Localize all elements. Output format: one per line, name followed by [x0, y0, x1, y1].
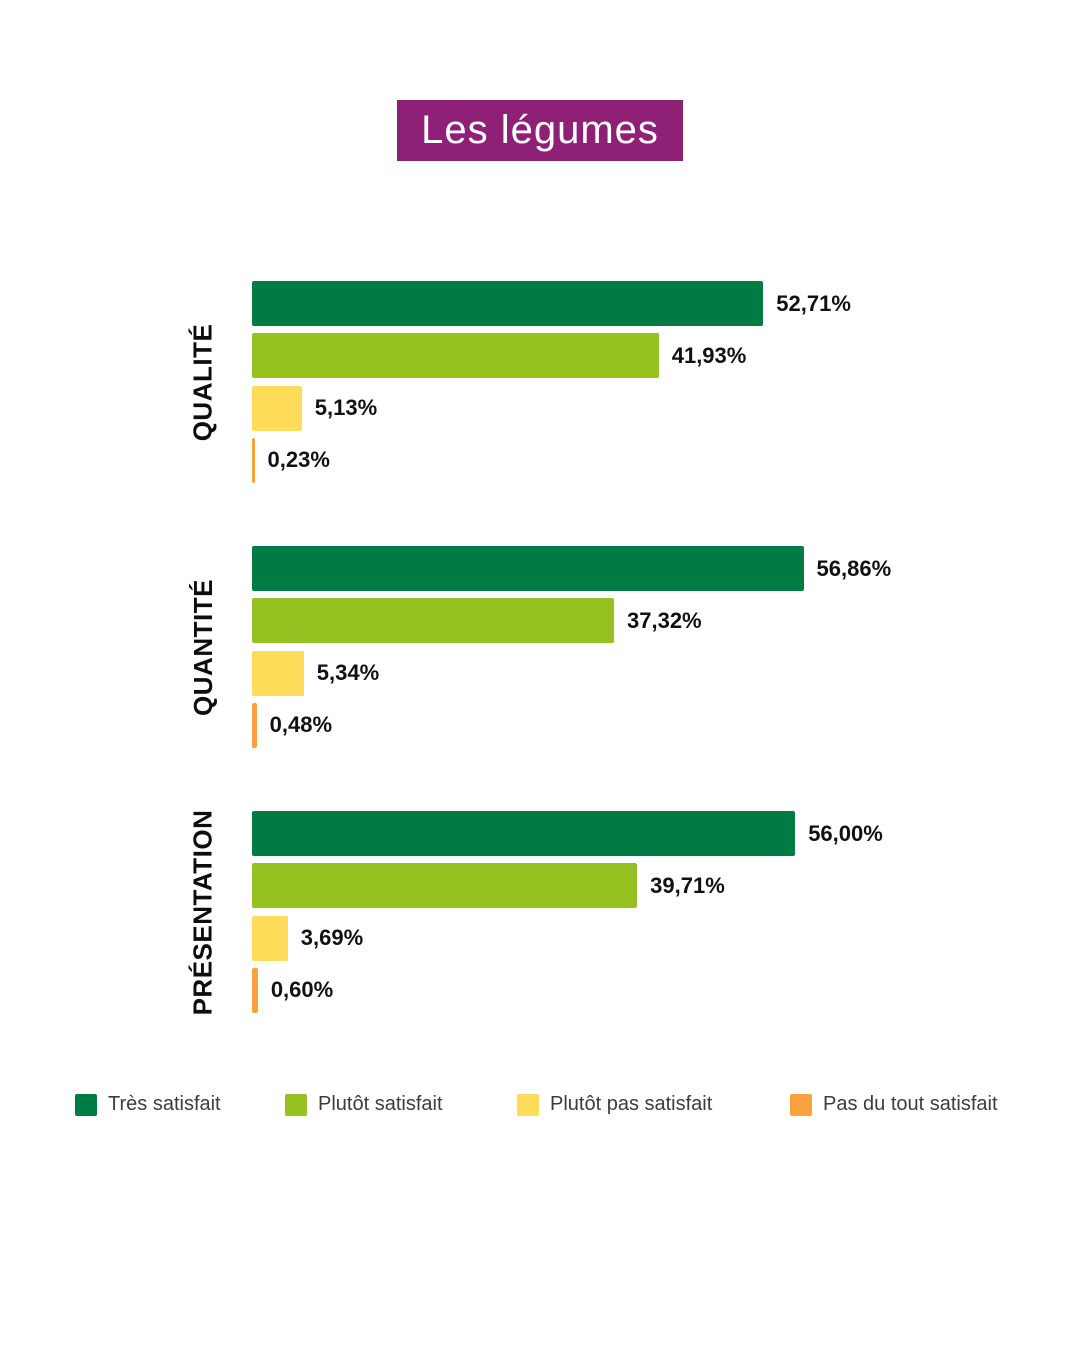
bar-qualite-pas-du-tout-satisfait	[252, 437, 255, 483]
bar-qualite-tres-satisfait	[252, 281, 764, 326]
legend-label-tres-satisfait: Très satisfait	[108, 1093, 221, 1115]
value-label-presentation-tres-satisfait: 56,00%	[808, 820, 883, 846]
bar-presentation-plutot-pas-satisfait	[252, 915, 288, 961]
bar-quantite-pas-du-tout-satisfait	[252, 702, 257, 748]
value-label-quantite-tres-satisfait: 56,86%	[816, 555, 892, 581]
value-label-presentation-pas-du-tout-satisfait: 0,60%	[270, 977, 334, 1003]
bar-presentation-pas-du-tout-satisfait	[252, 967, 258, 1013]
value-label-qualite-plutot-pas-satisfait: 5,13%	[314, 395, 378, 421]
bar-quantite-plutot-satisfait	[252, 598, 614, 644]
legend-swatch-tres-satisfait	[75, 1093, 97, 1116]
bar-row: 39,71%	[252, 863, 1062, 909]
bar-row: 3,69%	[252, 915, 1062, 961]
bar-group-qualite: 52,71% 41,93% 5,13% 0,23%	[252, 281, 1062, 483]
value-label-qualite-tres-satisfait: 52,71%	[776, 290, 851, 316]
bar-group-quantite: 56,86% 37,32% 5,34% 0,48%	[252, 546, 1062, 748]
value-label-presentation-plutot-satisfait: 39,71%	[650, 872, 725, 898]
legend: Très satisfait Plutôt satisfait Plutôt p…	[0, 1093, 1080, 1119]
bar-qualite-plutot-satisfait	[252, 333, 659, 379]
legend-swatch-pas-du-tout-satisfait	[790, 1093, 812, 1116]
bar-row: 0,48%	[252, 702, 1062, 748]
legend-label-pas-du-tout-satisfait: Pas du tout satisfait	[823, 1093, 998, 1115]
legend-label-plutot-satisfait: Plutôt satisfait	[318, 1093, 443, 1115]
category-label-presentation: PRÉSENTATION	[187, 809, 218, 1015]
value-label-qualite-pas-du-tout-satisfait: 0,23%	[267, 447, 330, 473]
legend-item-tres-satisfait: Très satisfait	[75, 1093, 221, 1116]
legend-item-plutot-satisfait: Plutôt satisfait	[285, 1093, 443, 1116]
bar-qualite-plutot-pas-satisfait	[252, 385, 302, 431]
category-label-quantite-wrap: QUANTITÉ	[172, 546, 234, 748]
legend-label-plutot-pas-satisfait: Plutôt pas satisfait	[550, 1093, 713, 1115]
legend-swatch-plutot-satisfait	[285, 1093, 307, 1116]
category-label-qualite-wrap: QUALITÉ	[172, 281, 234, 483]
legend-swatch-plutot-pas-satisfait	[517, 1093, 539, 1116]
bar-row: 5,34%	[252, 650, 1062, 696]
bar-row: 56,86%	[252, 546, 1062, 591]
bar-row: 52,71%	[252, 281, 1062, 326]
bar-row: 0,60%	[252, 967, 1062, 1013]
bar-presentation-tres-satisfait	[252, 811, 796, 856]
bar-row: 41,93%	[252, 333, 1062, 379]
category-label-qualite: QUALITÉ	[187, 323, 218, 441]
bar-row: 56,00%	[252, 811, 1062, 856]
bar-row: 0,23%	[252, 437, 1062, 483]
value-label-quantite-pas-du-tout-satisfait: 0,48%	[269, 712, 333, 738]
value-label-quantite-plutot-satisfait: 37,32%	[627, 607, 702, 633]
value-label-presentation-plutot-pas-satisfait: 3,69%	[300, 925, 364, 951]
legend-item-plutot-pas-satisfait: Plutôt pas satisfait	[517, 1093, 712, 1116]
bar-group-presentation: 56,00% 39,71% 3,69% 0,60%	[252, 811, 1062, 1013]
category-label-presentation-wrap: PRÉSENTATION	[172, 809, 234, 1015]
bar-quantite-plutot-pas-satisfait	[252, 650, 304, 696]
chart-title: Les légumes	[421, 108, 659, 152]
value-label-qualite-plutot-satisfait: 41,93%	[671, 342, 747, 368]
legend-item-pas-du-tout-satisfait: Pas du tout satisfait	[790, 1093, 998, 1116]
value-label-quantite-plutot-pas-satisfait: 5,34%	[316, 660, 380, 686]
bar-row: 37,32%	[252, 598, 1062, 644]
title-banner: Les légumes	[397, 100, 683, 161]
bar-presentation-plutot-satisfait	[252, 863, 638, 909]
bar-quantite-tres-satisfait	[252, 546, 804, 591]
category-label-quantite: QUANTITÉ	[187, 578, 218, 716]
bar-row: 5,13%	[252, 385, 1062, 431]
